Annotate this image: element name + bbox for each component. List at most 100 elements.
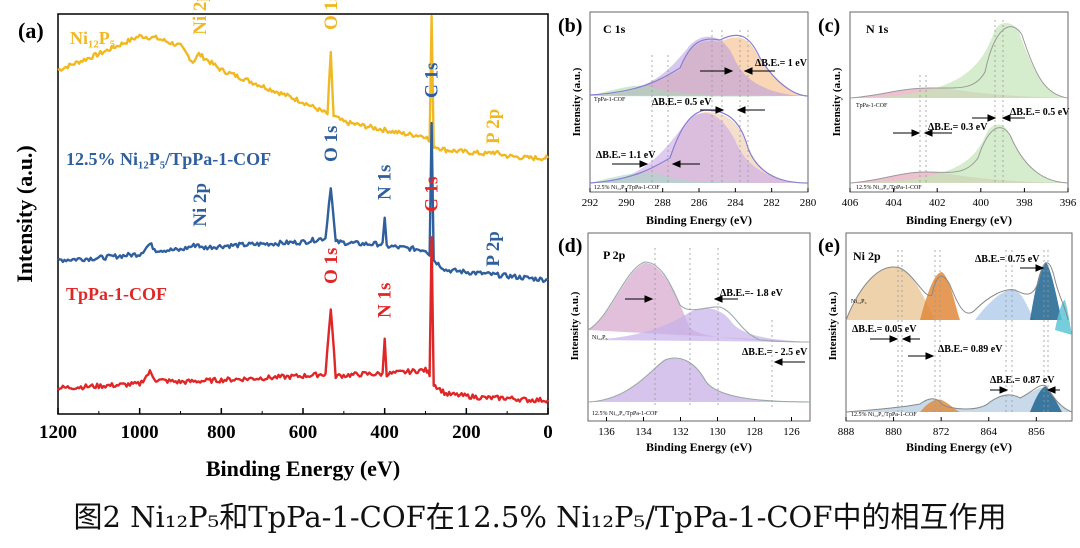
x-tick-label: 888 <box>838 426 855 438</box>
peak-label-text: O 1s <box>321 248 342 284</box>
panel-d-ylabel: Intensity (a.u.) <box>569 291 581 360</box>
x-tick-label: 130 <box>709 426 726 438</box>
peak-label-text: N 1s <box>375 165 396 200</box>
panel-c-series-1: TpPa-1-COF <box>856 103 888 109</box>
panel-e-frame <box>845 232 1073 422</box>
peak-label-text: O 1s <box>321 0 342 30</box>
panel-c-xlabel: Binding Energy (eV) <box>906 213 1012 227</box>
peak-label: Ni 2p <box>190 183 211 227</box>
panel-d-x-ticks: 136 134 132 130 128 126 <box>598 417 800 438</box>
peak-label: O 1s <box>321 0 342 30</box>
x-tick-label: 396 <box>1060 197 1077 209</box>
panel-a-label: (a) <box>18 18 44 43</box>
panel-e-shift-2: ΔB.E.= 0.05 eV <box>852 324 917 335</box>
panel-d-p2p: (d) P 2p Intensity (a.u.) Binding Energy… <box>558 232 811 454</box>
panel-b-peaks <box>589 34 809 184</box>
figure-caption: 图2 Ni₁₂P₅和TpPa-1-COF在12.5% Ni₁₂P₅/TpPa-1… <box>73 500 1007 534</box>
panel-b-ylabel: Intensity (a.u.) <box>571 67 583 136</box>
panel-d-title: P 2p <box>603 248 626 262</box>
peak-label-text: Ni 2p <box>190 0 211 35</box>
panel-c-peaks <box>849 23 1069 184</box>
survey-line-2 <box>57 236 549 404</box>
x-tick-label: 872 <box>933 426 950 438</box>
panel-a-survey: (a) 1200 1000 800 600 400 200 0 Ni 2p O 1s C 1s P… <box>12 0 553 481</box>
peak-label-text: C 1s <box>422 177 443 212</box>
panel-c-arrows <box>893 114 1025 137</box>
peak-label: C 1s <box>422 63 443 98</box>
panel-c-n1s: (c) N 1s Intensity (a.u.) Binding Energy… <box>818 11 1077 227</box>
peak-label: P 2p <box>483 109 504 144</box>
x-tick-label: 1000 <box>121 422 159 443</box>
peak-label-text: C 1s <box>422 63 443 98</box>
panel-e-x-ticks: 888 880 872 864 856 <box>838 417 1045 438</box>
peak-label-text: P 2p <box>483 231 504 266</box>
panel-d-series-1: Ni₁₂P₅ <box>592 335 608 341</box>
panel-e-shift-1: ΔB.E.= 0.75 eV <box>975 254 1040 265</box>
panel-e-series-1: Ni₁₂P₅ <box>851 299 867 305</box>
x-tick-label: 600 <box>289 422 318 443</box>
panel-c-label: (c) <box>818 15 840 37</box>
x-tick-label: 282 <box>763 197 780 209</box>
peak-label: O 1s <box>321 248 342 284</box>
panel-c-series-2: 12.5% Ni₁₂P₅/TpPa-1-COF <box>856 185 922 191</box>
peak-label-text: N 1s <box>375 283 396 318</box>
survey-line-0 <box>57 14 549 162</box>
panel-b-title: C 1s <box>603 22 626 36</box>
x-tick-label: 128 <box>746 426 763 438</box>
panel-b-arrows <box>612 67 775 168</box>
panel-c-guides <box>919 20 1004 185</box>
panel-d-guides <box>654 248 773 408</box>
panel-b-label: (b) <box>558 15 582 37</box>
panel-e-shift-3: ΔB.E.= 0.89 eV <box>938 344 1003 355</box>
panel-a-frame <box>57 13 549 415</box>
panel-d-arrows <box>625 295 805 366</box>
panel-c-title: N 1s <box>866 22 889 36</box>
panel-b-shift-1: ΔB.E.= 1 eV <box>755 58 808 69</box>
x-tick-label: 290 <box>618 197 635 209</box>
panel-b-guides <box>651 30 749 185</box>
x-tick-label: 132 <box>672 426 689 438</box>
x-tick-label: 400 <box>973 197 990 209</box>
panel-c-frame <box>849 11 1069 193</box>
panel-c-x-ticks: 406 404 402 400 398 396 <box>842 188 1077 209</box>
series-label-tppa: TpPa-1-COF <box>66 284 167 304</box>
peak-label-text: P 2p <box>483 109 504 144</box>
peak-label: C 1s <box>422 177 443 212</box>
panel-c-shift-1: ΔB.E.= 0.3 eV <box>928 122 988 133</box>
panel-c-ylabel: Intensity (a.u.) <box>831 67 843 136</box>
x-tick-label: 402 <box>929 197 946 209</box>
panel-e-guides <box>897 250 1049 415</box>
panel-b-shift-3: ΔB.E.= 1.1 eV <box>596 150 656 161</box>
panel-a-x-ticks: 1200 1000 800 600 400 200 0 <box>39 408 553 443</box>
panel-c-shift-2: ΔB.E.= 0.5 eV <box>1010 107 1070 118</box>
panel-e-series-2: 12.5% Ni₁₂P₅/TpPa-1-COF <box>851 412 917 418</box>
panel-d-shift-2: ΔB.E.= - 2.5 eV <box>742 347 808 358</box>
survey-line-1 <box>57 121 549 284</box>
x-tick-label: 1200 <box>39 422 77 443</box>
panel-a-series: Ni 2p O 1s C 1s P 2p Ni 2p O 1s N 1s C 1s P 2p O … <box>57 0 549 404</box>
x-tick-label: 406 <box>842 197 859 209</box>
panel-e-arrows <box>870 264 1060 394</box>
x-tick-label: 398 <box>1016 197 1033 209</box>
x-tick-label: 134 <box>635 426 652 438</box>
panel-d-peaks <box>587 261 811 403</box>
x-tick-label: 404 <box>885 197 902 209</box>
panel-d-shift-1: ΔB.E.=- 1.8 eV <box>720 288 784 299</box>
x-tick-label: 400 <box>370 422 399 443</box>
panel-e-title: Ni 2p <box>853 249 881 263</box>
x-tick-label: 856 <box>1028 426 1045 438</box>
panel-e-xlabel: Binding Energy (eV) <box>906 440 1012 454</box>
peak-label: N 1s <box>375 283 396 318</box>
x-tick-label: 126 <box>783 426 800 438</box>
peak-label: P 2p <box>483 231 504 266</box>
peak-label-text: Ni 2p <box>190 183 211 227</box>
x-tick-label: 288 <box>654 197 671 209</box>
x-tick-label: 292 <box>582 197 599 209</box>
x-tick-label: 800 <box>207 422 236 443</box>
panel-d-xlabel: Binding Energy (eV) <box>646 440 752 454</box>
panel-e-ylabel: Intensity (a.u.) <box>827 291 839 360</box>
peak-label: N 1s <box>375 165 396 200</box>
panel-b-shift-2: ΔB.E.= 0.5 eV <box>652 97 712 108</box>
series-label-composite: 12.5% Ni₁₂P₅/TpPa-1-COF <box>66 149 271 169</box>
